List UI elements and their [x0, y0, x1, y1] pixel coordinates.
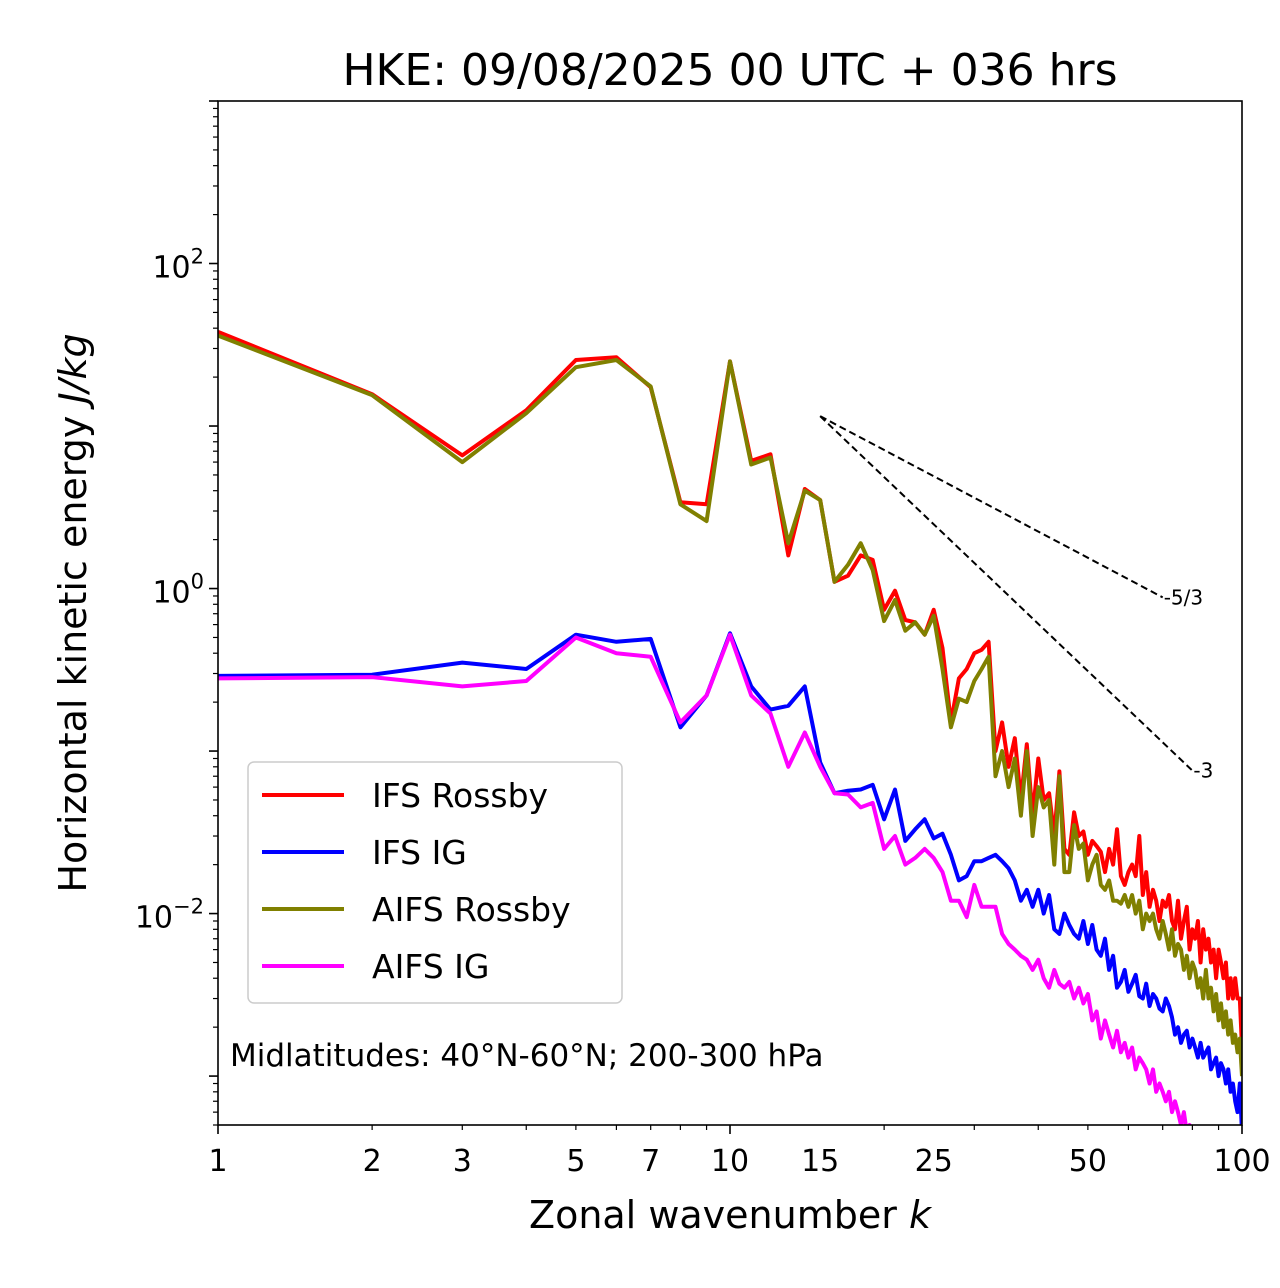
legend: IFS Rossby IFS IG AIFS Rossby AIFS IG	[247, 761, 623, 1004]
series-line-aifs-ig	[218, 632, 1192, 1125]
series-line-ifs-ig	[218, 631, 1242, 1125]
x-tick-label: 1	[208, 1144, 227, 1179]
reference-slopes: -5/3 -3	[819, 415, 1213, 783]
series-line-aifs-rossby	[218, 333, 1242, 1077]
x-axis-label: Zonal wavenumber k	[529, 1193, 933, 1237]
slope-label-1: -5/3	[1164, 585, 1203, 609]
x-tick-label: 2	[363, 1144, 382, 1179]
x-tick-label: 50	[1069, 1144, 1107, 1179]
slope-line-2	[819, 415, 1194, 772]
x-tick-label: 100	[1213, 1144, 1270, 1179]
legend-label: AIFS IG	[372, 947, 489, 986]
x-tick-label: 5	[566, 1144, 585, 1179]
region-annotation: Midlatitudes: 40°N-60°N; 200-300 hPa	[230, 1038, 824, 1074]
chart-title: HKE: 09/08/2025 00 UTC + 036 hrs	[342, 45, 1117, 96]
series-layer	[218, 329, 1242, 1125]
slope-line-1	[819, 415, 1164, 599]
x-tick-label: 25	[915, 1144, 953, 1179]
slope-label-2: -3	[1193, 759, 1213, 783]
y-axis-label: Horizontal kinetic energy J/kg	[51, 333, 95, 892]
legend-label: IFS IG	[372, 833, 467, 872]
x-tick-label: 10	[711, 1144, 749, 1179]
x-tick-label: 15	[801, 1144, 839, 1179]
axis-ticks: 1 2 3 5 7 10 15 25 50 100 10−2 100 102	[135, 100, 1271, 1179]
series-line-ifs-rossby	[218, 329, 1242, 1048]
y-tick-label: 102	[152, 245, 204, 286]
y-tick-label: 10−2	[135, 895, 204, 936]
legend-items: IFS Rossby IFS IG AIFS Rossby AIFS IG	[262, 776, 571, 986]
legend-label: IFS Rossby	[372, 776, 548, 815]
legend-label: AIFS Rossby	[372, 890, 571, 929]
legend-box	[247, 761, 623, 1004]
x-tick-label: 7	[641, 1144, 660, 1179]
x-tick-label: 3	[453, 1144, 472, 1179]
y-tick-label: 100	[152, 570, 204, 611]
plot-frame	[217, 100, 1243, 1126]
